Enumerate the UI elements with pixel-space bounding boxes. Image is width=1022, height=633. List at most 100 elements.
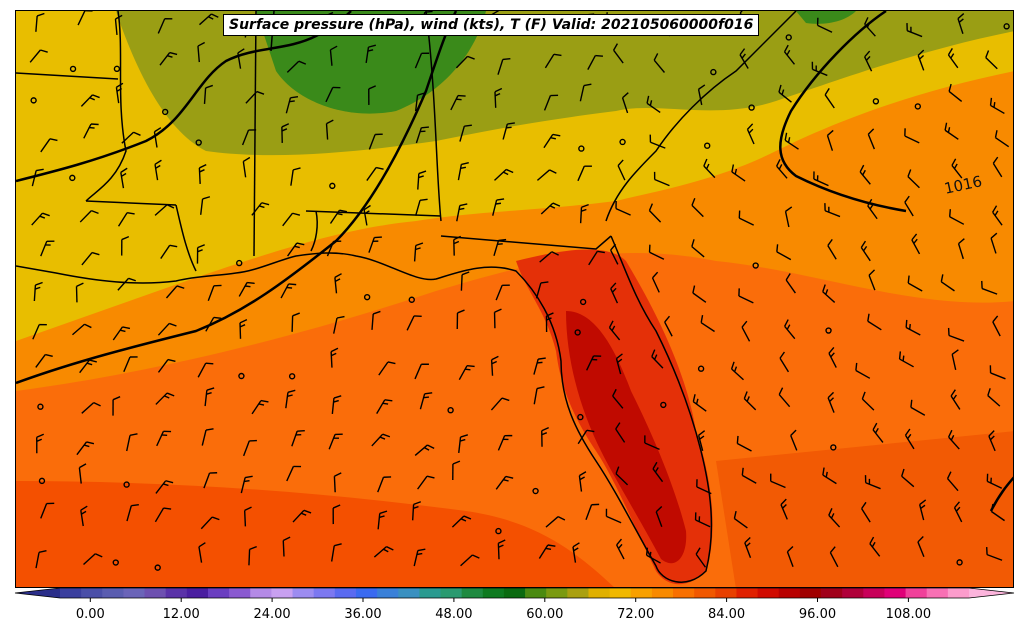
wind-barb (741, 467, 757, 484)
wind-barb (77, 11, 93, 26)
wind-barb (621, 92, 629, 114)
wind-barb (153, 127, 162, 148)
wind-barb (989, 365, 1006, 380)
colorbar-swatch (947, 588, 970, 598)
colorbar-swatch (926, 588, 949, 598)
colorbar-swatch (482, 588, 505, 598)
wind-barb (543, 133, 561, 149)
map-title: Surface pressure (hPa), wind (kts), T (F… (223, 14, 760, 36)
colorbar-tick-label: 0.00 (75, 607, 105, 622)
calm-wind-marker (872, 98, 880, 105)
wind-barb (494, 168, 514, 181)
colorbar-swatch (355, 588, 378, 598)
wind-barb (826, 129, 834, 151)
calm-wind-marker (38, 477, 46, 485)
wind-barb (872, 422, 884, 443)
wind-barb (579, 203, 589, 224)
wind-barb (76, 441, 95, 456)
wind-barb (785, 273, 796, 294)
colorbar-swatch (694, 588, 716, 598)
wind-barb (495, 284, 510, 301)
wind-barb (864, 475, 881, 490)
wind-barb (492, 198, 505, 216)
wind-barb (197, 362, 214, 378)
wind-barb (36, 433, 45, 454)
wind-barb (743, 391, 757, 411)
wind-barb (822, 284, 836, 303)
wind-barb (811, 61, 828, 77)
colorbar-swatch (419, 588, 442, 598)
wind-barb (154, 159, 162, 181)
wind-barb (328, 433, 343, 450)
calm-wind-marker (660, 401, 667, 409)
wind-barb (992, 156, 1003, 178)
calm-wind-marker (69, 174, 76, 182)
colorbar-swatch (884, 588, 907, 598)
wind-barb (615, 353, 623, 375)
wind-barb (990, 503, 1005, 522)
wind-barb (155, 392, 175, 405)
wind-barb (414, 92, 426, 112)
wind-barb (80, 505, 88, 527)
calm-wind-marker (236, 259, 243, 267)
colorbar-swatch (60, 588, 82, 598)
colorbar-swatch (81, 588, 103, 598)
wind-barb (990, 232, 998, 254)
wind-barb (450, 94, 466, 111)
wind-barb (495, 475, 514, 490)
colorbar-tick-label: 36.00 (344, 607, 382, 622)
wind-barb (200, 516, 220, 530)
colorbar (14, 587, 1015, 602)
wind-barb (957, 13, 965, 34)
calm-wind-marker (37, 403, 44, 410)
wind-barb (502, 122, 515, 140)
wind-barb (325, 86, 341, 103)
calm-wind-marker (495, 527, 502, 535)
wind-barb (40, 138, 58, 153)
colorbar-swatch (229, 588, 251, 598)
wind-barb (325, 119, 334, 140)
wind-barb (648, 203, 662, 223)
wind-barb (822, 467, 837, 485)
colorbar-swatch (673, 588, 695, 598)
wind-barb (691, 197, 704, 218)
wind-barb (285, 389, 296, 409)
wind-barb (238, 281, 255, 297)
wind-barb (957, 238, 965, 260)
wind-barb (868, 269, 876, 291)
wind-barb (616, 538, 625, 560)
wind-barb (778, 84, 792, 103)
wind-barb (377, 510, 388, 530)
wind-barb (906, 23, 923, 38)
wind-barb (533, 357, 546, 375)
calm-wind-marker (578, 145, 585, 152)
wind-barb (649, 134, 666, 149)
wind-barb (285, 95, 299, 114)
wind-barb (334, 273, 342, 294)
wind-barb (867, 198, 878, 220)
wind-barb (414, 363, 429, 380)
wind-barb (282, 212, 301, 227)
isobars (16, 11, 1013, 512)
wind-barb (494, 87, 503, 108)
wind-barb (497, 434, 513, 451)
colorbar-swatch (165, 588, 188, 598)
wind-barb (79, 209, 99, 223)
colorbar-swatch (250, 588, 272, 598)
wind-barb (989, 97, 1005, 115)
wind-barb (120, 167, 128, 189)
wind-barb (490, 397, 510, 411)
wind-barb (776, 159, 788, 179)
wind-barb (696, 479, 712, 495)
wind-barb (864, 17, 876, 37)
wind-barb (948, 429, 960, 450)
wind-barb (241, 129, 257, 146)
wind-barb (910, 399, 926, 416)
wind-barb (588, 250, 605, 266)
wind-barb (331, 395, 342, 415)
wind-barb (365, 44, 376, 64)
wind-barb (458, 434, 469, 454)
wind-barb (864, 50, 873, 72)
wind-barb (951, 349, 959, 371)
calm-wind-marker (752, 262, 759, 269)
